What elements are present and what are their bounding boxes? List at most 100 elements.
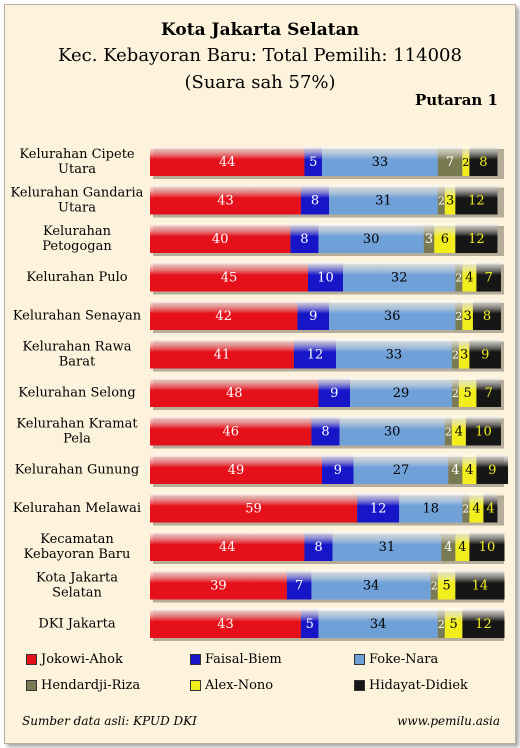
- data-label: 33: [386, 348, 403, 363]
- data-label: 2: [452, 349, 459, 362]
- data-label: 14: [472, 579, 489, 594]
- legend-label: Faisal-Biem: [205, 652, 282, 667]
- bar-segment-faisal-biem: [297, 300, 330, 330]
- legend-item: Jokowi-Ahok: [26, 652, 123, 667]
- bar-segment-jokowi-ahok: [150, 569, 287, 600]
- bar-segment-alex-nono: [462, 454, 477, 484]
- legend-swatch: [26, 680, 37, 691]
- data-label: 5: [306, 617, 314, 632]
- data-label: 59: [245, 502, 262, 517]
- legend-label: Hidayat-Didiek: [369, 678, 468, 693]
- data-label: 4: [458, 540, 466, 555]
- bar-segment-faisal-biem: [357, 492, 400, 523]
- data-label: 12: [307, 348, 324, 363]
- bar-segment-foke-nara: [339, 415, 445, 446]
- data-label: 10: [475, 425, 492, 440]
- data-label: 4: [451, 463, 459, 478]
- category-label: Kelurahan Petogogan: [42, 224, 112, 254]
- data-label: 45: [221, 271, 238, 286]
- legend-item: Hidayat-Didiek: [354, 678, 468, 693]
- data-label: 41: [214, 348, 231, 363]
- chart-subtitle-valid-votes: (Suara sah 57%): [184, 72, 336, 93]
- bar-segment-alex-nono: [462, 300, 473, 330]
- legend-item: Hendardji-Riza: [26, 678, 140, 693]
- data-label: 4: [455, 425, 463, 440]
- bar-segment-hendardji-riza: [437, 146, 463, 176]
- bar-segment-foke-nara: [343, 261, 456, 292]
- data-label: 44: [219, 155, 236, 170]
- data-label: 10: [479, 540, 496, 555]
- data-label: 42: [215, 309, 232, 324]
- data-label: 2: [455, 272, 462, 285]
- bar-segment-jokowi-ahok: [150, 415, 312, 446]
- category-label: Kelurahan Gandaria Utara: [11, 186, 144, 216]
- chart-title: Kota Jakarta Selatan: [161, 20, 359, 40]
- legend-swatch: [354, 680, 365, 691]
- data-label: 39: [210, 579, 227, 594]
- category-label: Kelurahan Cipete Utara: [19, 147, 135, 177]
- data-label: 2: [455, 310, 462, 323]
- bar-segment-hidayat-didiek: [469, 531, 505, 561]
- category-label: Kelurahan Senayan: [13, 309, 142, 324]
- bar-segment-alex-nono: [451, 415, 466, 446]
- bar-segment-faisal-biem: [321, 454, 354, 484]
- bar-segment-hendardji-riza: [444, 415, 452, 446]
- data-label: 9: [330, 386, 338, 401]
- category-label: Kota Jakarta Selatan: [36, 571, 118, 601]
- bar-segment-faisal-biem: [304, 531, 333, 561]
- bar-segment-hendardji-riza: [437, 184, 445, 215]
- data-label: 7: [485, 386, 493, 401]
- bar-segment-hidayat-didiek: [483, 492, 498, 523]
- chart-subtitle: Kec. Kebayoran Baru: Total Pemilih: 1140…: [58, 45, 462, 66]
- bar-segment-foke-nara: [332, 531, 442, 561]
- bar-segment-foke-nara: [329, 300, 456, 330]
- bar-segment-hendardji-riza: [451, 377, 459, 407]
- data-label: 5: [309, 155, 317, 170]
- bar-segment-jokowi-ahok: [150, 146, 305, 176]
- bar-segment-alex-nono: [458, 377, 477, 407]
- bar-segment-alex-nono: [469, 492, 484, 523]
- bar-segment-hidayat-didiek: [462, 608, 505, 638]
- bar-segment-foke-nara: [321, 146, 438, 176]
- bar-segment-jokowi-ahok: [150, 300, 298, 330]
- data-label: 31: [379, 540, 396, 555]
- data-label: 9: [309, 309, 317, 324]
- bar-segment-faisal-biem: [304, 146, 322, 176]
- data-label: 30: [363, 232, 380, 247]
- bar-segment-hendardji-riza: [437, 608, 445, 638]
- data-label: 27: [393, 463, 410, 478]
- data-label: 36: [384, 309, 401, 324]
- data-label: 9: [334, 463, 342, 478]
- bar-segment-foke-nara: [329, 184, 438, 215]
- data-label: 40: [212, 232, 229, 247]
- bar-segment-jokowi-ahok: [150, 492, 358, 523]
- data-label: 3: [460, 348, 468, 363]
- bar-segment-jokowi-ahok: [150, 377, 319, 407]
- data-label: 5: [464, 386, 472, 401]
- bar-segment-hidayat-didiek: [455, 223, 498, 253]
- data-label: 46: [222, 425, 239, 440]
- data-label: 32: [391, 271, 408, 286]
- data-label: 3: [425, 232, 433, 247]
- data-label: 4: [465, 271, 473, 286]
- data-label: 48: [226, 386, 243, 401]
- bar-segment-alex-nono: [458, 338, 470, 369]
- bar-segment-hidayat-didiek: [469, 338, 501, 369]
- bar-segment-alex-nono: [462, 146, 470, 176]
- bar-segment-hidayat-didiek: [472, 300, 501, 330]
- bar-segment-alex-nono: [434, 223, 456, 253]
- legend-item: Alex-Nono: [190, 678, 273, 693]
- bar-segment-jokowi-ahok: [150, 223, 291, 253]
- bar-segment-hidayat-didiek: [469, 146, 498, 176]
- bar-segment-foke-nara: [350, 377, 452, 407]
- data-label: 7: [295, 579, 303, 594]
- data-label: 12: [468, 194, 485, 209]
- bar-segment-hendardji-riza: [455, 261, 463, 292]
- data-label: 2: [462, 503, 469, 516]
- bar-segment-hidayat-didiek: [476, 454, 509, 484]
- data-label: 43: [217, 617, 234, 632]
- bar-segment-faisal-biem: [318, 377, 351, 407]
- data-label: 31: [375, 194, 392, 209]
- data-label: 2: [438, 195, 445, 208]
